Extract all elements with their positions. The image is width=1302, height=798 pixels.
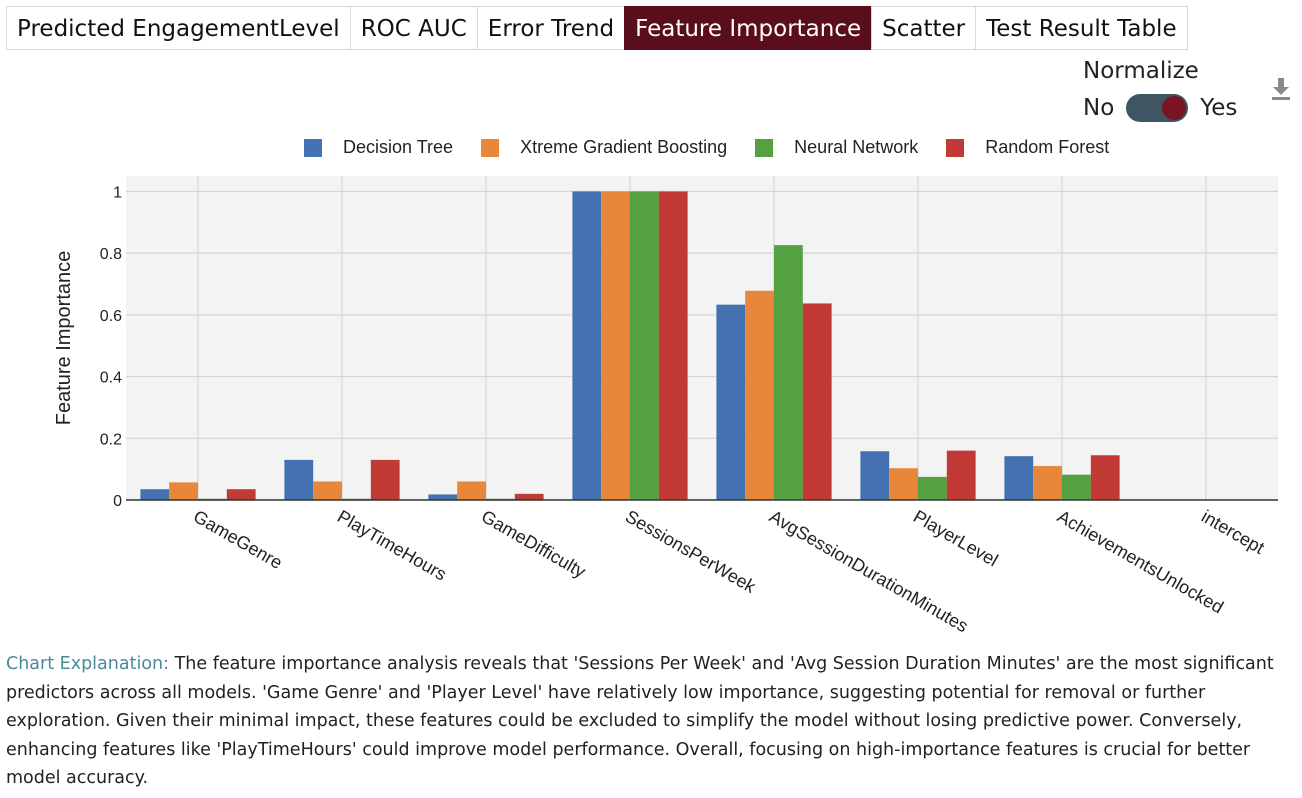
bar [889, 468, 918, 500]
bar [774, 245, 803, 500]
bar [601, 191, 630, 500]
bar [630, 191, 659, 500]
toggle-yes-label: Yes [1200, 95, 1238, 121]
legend-label: Random Forest [985, 137, 1110, 157]
legend-label: Neural Network [794, 137, 919, 157]
bar [1033, 466, 1062, 500]
bar [1004, 456, 1034, 500]
tab-roc-auc[interactable]: ROC AUC [349, 6, 478, 50]
bar [658, 191, 688, 500]
legend-item-xgboost[interactable]: Xtreme Gradient Boosting [481, 137, 727, 158]
legend-swatch [755, 138, 774, 157]
y-tick-label: 0.4 [100, 370, 122, 387]
legend-swatch [304, 138, 322, 157]
bar [946, 450, 976, 500]
normalize-label: Normalize [1083, 58, 1199, 84]
y-tick-label: 1 [113, 184, 122, 201]
x-tick-label: SessionsPerWeek [622, 506, 760, 597]
explanation-text: The feature importance analysis reveals … [6, 654, 1274, 788]
tab-feature-importance[interactable]: Feature Importance [624, 6, 873, 50]
feature-importance-chart: 0 0.2 0.4 0.6 0.8 1 GameGenre PlayTimeHours Game… [53, 176, 1278, 636]
bar [802, 303, 832, 500]
tab-error-trend[interactable]: Error Trend [476, 6, 626, 50]
chart-explanation: Chart Explanation: The feature importanc… [6, 650, 1302, 793]
x-tick-label: intercept [1198, 506, 1268, 558]
tab-scatter[interactable]: Scatter [871, 6, 977, 50]
tab-test-result-table[interactable]: Test Result Table [975, 6, 1188, 50]
bar [226, 489, 256, 500]
bar [716, 304, 746, 500]
normalize-toggle-row: No Yes [1083, 92, 1237, 124]
bar [572, 191, 602, 500]
explanation-label: Chart Explanation: [6, 654, 169, 674]
bar [370, 459, 400, 500]
normalize-switch[interactable] [1126, 94, 1189, 122]
legend-item-neural-network[interactable]: Neural Network [755, 137, 918, 158]
tab-bar: Predicted EngagementLevel ROC AUC Error … [6, 6, 1188, 50]
bar [140, 489, 170, 500]
x-tick-label: PlayerLevel [910, 506, 1001, 570]
y-axis-label: Feature Importance [53, 251, 75, 426]
legend-label: Xtreme Gradient Boosting [520, 137, 728, 157]
bar [1090, 455, 1120, 500]
bar [860, 451, 890, 500]
y-tick-label: 0.6 [100, 308, 122, 325]
legend-item-random-forest[interactable]: Random Forest [946, 137, 1109, 158]
download-icon[interactable] [1270, 76, 1292, 102]
bar [1062, 474, 1091, 500]
bar [284, 459, 314, 500]
bar [169, 482, 198, 500]
y-tick-label: 0.2 [100, 431, 122, 448]
bar [457, 481, 486, 500]
bar [918, 476, 947, 500]
plot-background [126, 176, 1278, 500]
legend-item-decision-tree[interactable]: Decision Tree [304, 137, 453, 158]
legend-swatch [946, 138, 965, 157]
y-tick-label: 0 [113, 493, 122, 510]
legend-swatch [481, 138, 500, 157]
x-tick-label: GameGenre [190, 506, 286, 573]
chart-legend: Decision Tree Xtreme Gradient Boosting N… [304, 137, 1137, 158]
bar [313, 481, 342, 500]
switch-knob [1162, 96, 1187, 120]
y-tick-label: 0.8 [100, 246, 122, 263]
x-tick-label: GameDifficulty [478, 506, 589, 582]
bar [745, 290, 774, 500]
bar [514, 493, 544, 500]
tab-predicted-engagementlevel[interactable]: Predicted EngagementLevel [6, 6, 351, 50]
bar [428, 494, 458, 500]
toggle-no-label: No [1083, 95, 1115, 121]
x-tick-label: PlayTimeHours [334, 506, 450, 585]
legend-label: Decision Tree [343, 137, 454, 157]
